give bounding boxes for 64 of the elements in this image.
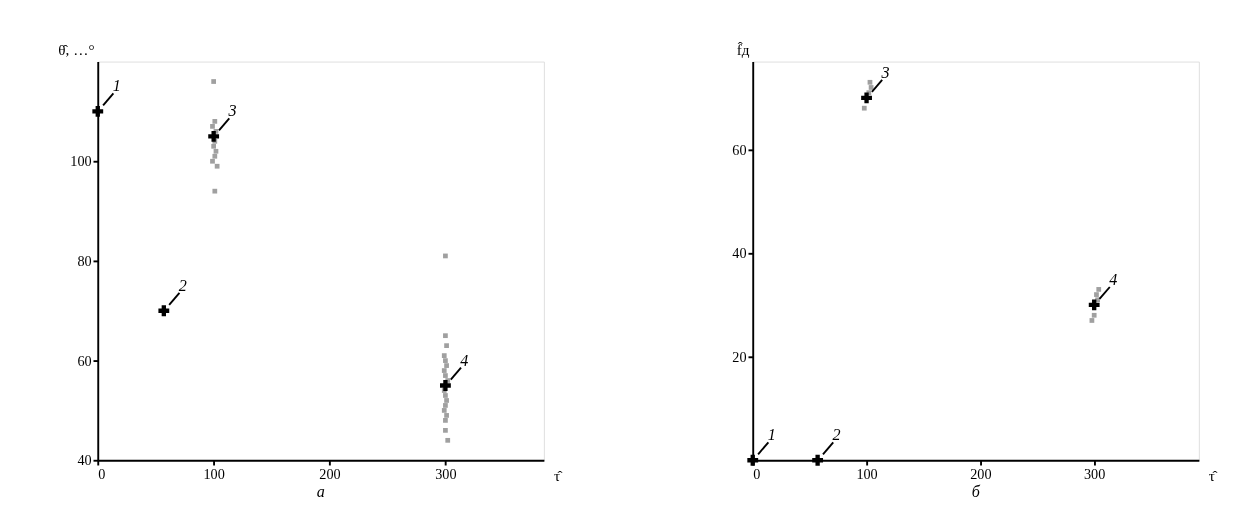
y-axis-title: f̂д — [736, 41, 750, 59]
y-tick-label: 60 — [732, 141, 747, 158]
point — [211, 143, 217, 149]
point — [210, 158, 215, 164]
x-tick-label: 200 — [319, 465, 341, 482]
text: б — [971, 483, 981, 501]
text: а — [316, 483, 325, 501]
point — [1088, 299, 1100, 311]
x-tick-label: 0 — [753, 465, 761, 482]
point — [443, 373, 448, 378]
point — [441, 353, 447, 358]
point — [210, 124, 215, 129]
annotation: 4 — [1109, 271, 1118, 288]
annotation: 4 — [460, 351, 469, 369]
point — [440, 380, 451, 391]
point — [443, 393, 448, 398]
point — [444, 413, 449, 418]
y-axis-title: θ̂, …° — [58, 41, 95, 59]
annotation: 2 — [832, 426, 841, 444]
point — [443, 403, 448, 408]
y-tick-label: 80 — [77, 253, 92, 270]
x-axis-title: τ̂ — [1208, 466, 1218, 484]
x-axis-title: τ̂ — [553, 466, 563, 484]
annotation: 1 — [112, 77, 121, 95]
annotation: 1 — [767, 426, 776, 444]
point — [444, 343, 449, 349]
point — [443, 333, 448, 339]
point — [861, 92, 872, 104]
point — [441, 408, 447, 413]
y-tick-label: 40 — [732, 245, 747, 262]
annotation: 2 — [178, 276, 187, 294]
x-tick-label: 200 — [970, 465, 992, 482]
point — [812, 454, 824, 466]
point — [92, 106, 104, 117]
point — [443, 358, 448, 363]
point — [747, 454, 759, 466]
point — [158, 305, 170, 317]
point — [208, 130, 220, 142]
point — [1091, 312, 1097, 318]
y-tick-label: 100 — [70, 153, 92, 170]
annotation: 3 — [880, 63, 890, 81]
x-tick-label: 100 — [856, 465, 878, 482]
y-tick-label: 20 — [732, 348, 747, 365]
point — [214, 163, 220, 169]
y-tick-label: 60 — [77, 352, 92, 369]
x-tick-label: 300 — [435, 465, 457, 482]
point — [445, 437, 451, 443]
x-tick-label: 100 — [203, 465, 225, 482]
point — [444, 363, 449, 368]
point — [1094, 292, 1099, 297]
point — [861, 105, 867, 111]
point — [212, 119, 218, 124]
point — [441, 368, 447, 373]
x-tick-label: 0 — [98, 465, 106, 482]
point — [443, 418, 448, 423]
point — [212, 188, 218, 194]
point — [211, 79, 217, 84]
y-tick-label: 40 — [77, 452, 92, 469]
annotation: 3 — [227, 102, 237, 120]
x-tick-label: 300 — [1084, 465, 1106, 482]
point — [443, 427, 448, 433]
point — [1096, 287, 1102, 292]
point — [444, 398, 449, 403]
point — [212, 153, 218, 159]
